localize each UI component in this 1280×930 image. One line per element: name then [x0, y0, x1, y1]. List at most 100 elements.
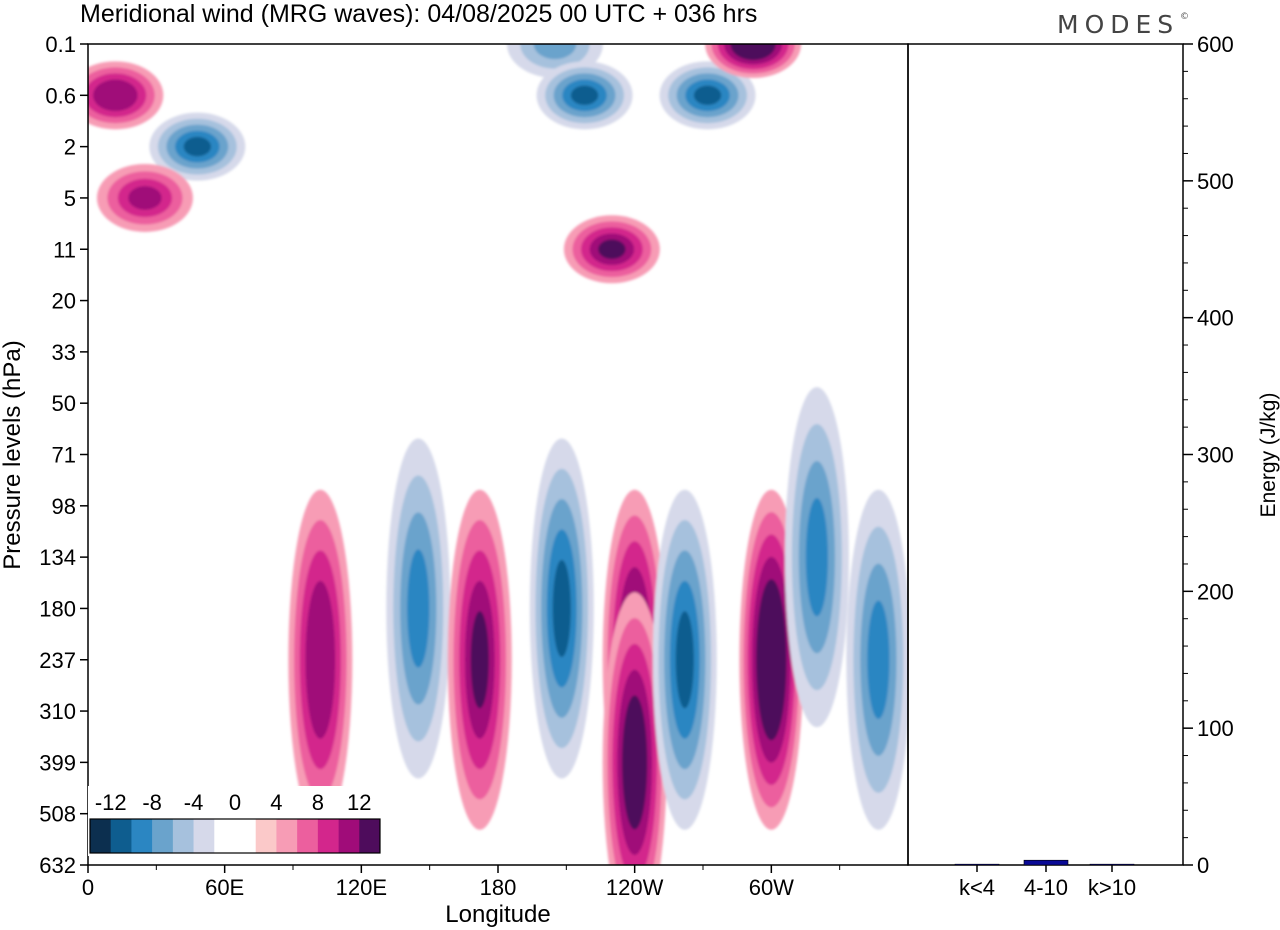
- wind-feature: [602, 592, 667, 865]
- energy-tick-label: 300: [1197, 443, 1234, 468]
- y-tick-label: 180: [39, 596, 76, 621]
- y-tick-label: 11: [53, 237, 76, 262]
- y-tick-label: 0.6: [45, 83, 76, 108]
- wind-feature: [96, 163, 193, 232]
- x-tick-label: 180: [480, 875, 517, 900]
- wind-feature: [288, 489, 353, 830]
- colorbar-label: 8: [312, 790, 324, 815]
- colorbar-swatch: [276, 819, 298, 853]
- wind-contour: [675, 611, 694, 709]
- energy-panel: k<4 4-10 k>10 0 100 200 300 400 500 600: [907, 32, 1234, 900]
- wind-contour: [552, 559, 571, 658]
- wind-feature: [529, 438, 594, 779]
- colorbar-label: 4: [270, 790, 282, 815]
- colorbar-swatch: [152, 819, 174, 853]
- energy-tick-label: 0: [1197, 853, 1209, 878]
- y-tick-label: 50: [52, 391, 76, 416]
- y-axis-label: Pressure levels (hPa): [0, 340, 26, 569]
- wind-contour: [805, 498, 828, 617]
- colorbar-swatch: [317, 819, 339, 853]
- energy-axis-label: Energy (J/kg): [1257, 393, 1280, 518]
- y-tick-label: 134: [39, 545, 76, 570]
- wind-feature: [536, 61, 633, 130]
- colorbar-swatch: [214, 819, 236, 853]
- wind-feature: [705, 44, 802, 78]
- y-tick-label: 71: [52, 443, 76, 468]
- wind-feature: [149, 112, 246, 181]
- wind-contour: [598, 239, 626, 259]
- wind-contour: [101, 85, 130, 106]
- energy-category-label: k<4: [959, 875, 995, 900]
- x-tick-label: 60W: [749, 875, 794, 900]
- chart-title: Meridional wind (MRG waves): 04/08/2025 …: [80, 0, 757, 28]
- x-tick-label: 120E: [336, 875, 387, 900]
- wind-contour: [626, 721, 643, 804]
- wind-contour: [743, 44, 764, 52]
- energy-tick-label: 500: [1197, 169, 1234, 194]
- energy-tick-label: 400: [1197, 306, 1234, 331]
- y-tick-label: 237: [39, 648, 76, 673]
- colorbar-label: 0: [229, 790, 241, 815]
- wind-contour: [407, 549, 430, 668]
- colorbar-swatch: [338, 819, 360, 853]
- x-tick-label: 120W: [606, 875, 664, 900]
- colorbar-label: -4: [184, 790, 204, 815]
- y-tick-label: 98: [52, 494, 76, 519]
- colorbar-swatch: [110, 819, 132, 853]
- wind-heatmap: [88, 44, 908, 865]
- wind-feature: [386, 438, 451, 779]
- colorbar-swatch: [359, 819, 381, 853]
- colorbar: -12 -8 -4 0 4 8 12: [88, 786, 382, 856]
- colorbar-label: -12: [95, 790, 127, 815]
- wind-feature: [784, 387, 849, 728]
- energy-category-label: 4-10: [1024, 875, 1068, 900]
- wind-contour: [183, 136, 212, 157]
- colorbar-label: -8: [142, 790, 162, 815]
- colorbar-swatch: [255, 819, 277, 853]
- colorbar-swatch: [131, 819, 153, 853]
- wind-feature: [659, 61, 756, 130]
- wind-feature: [88, 61, 164, 130]
- energy-tick-label: 100: [1197, 716, 1234, 741]
- colorbar-frame: [89, 818, 381, 854]
- wind-contour: [867, 600, 890, 719]
- wind-contour: [764, 623, 779, 696]
- wind-contour: [311, 611, 330, 709]
- energy-tick-label: 600: [1197, 32, 1234, 57]
- wind-feature: [447, 489, 512, 830]
- y-tick-label: 2: [64, 135, 76, 160]
- y-tick-label: 33: [52, 340, 76, 365]
- brand-copyright-mark: ©: [1180, 12, 1195, 22]
- wind-contour: [128, 186, 162, 210]
- y-tick-label: 508: [39, 802, 76, 827]
- wind-feature: [563, 215, 660, 284]
- y-tick-label: 310: [39, 699, 76, 724]
- wind-contour: [470, 611, 489, 709]
- energy-bar: [1023, 859, 1069, 866]
- x-axis-label: Longitude: [445, 901, 550, 928]
- colorbar-swatch: [297, 819, 319, 853]
- y-tick-label: 0.1: [45, 32, 76, 57]
- colorbar-label: 12: [347, 790, 371, 815]
- colorbar-swatch: [90, 819, 112, 853]
- colorbar-swatch: [172, 819, 194, 853]
- wind-feature: [739, 489, 804, 830]
- y-tick-label: 20: [52, 289, 76, 314]
- energy-category-label: k>10: [1088, 875, 1136, 900]
- x-tick-label: 60E: [205, 875, 244, 900]
- y-tick-label: 399: [39, 750, 76, 775]
- y-tick-label: 632: [39, 853, 76, 878]
- wind-contour: [693, 85, 722, 106]
- colorbar-swatch: [235, 819, 257, 853]
- energy-frame: [907, 43, 1184, 866]
- wind-contour: [533, 44, 577, 60]
- colorbar-swatch: [193, 819, 215, 853]
- wind-feature: [652, 489, 717, 830]
- wind-contour: [570, 85, 599, 106]
- wind-feature: [846, 489, 908, 830]
- x-tick-label: 0: [82, 875, 94, 900]
- energy-tick-label: 200: [1197, 579, 1234, 604]
- brand-logo: MODES: [1057, 10, 1179, 39]
- y-tick-label: 5: [64, 186, 76, 211]
